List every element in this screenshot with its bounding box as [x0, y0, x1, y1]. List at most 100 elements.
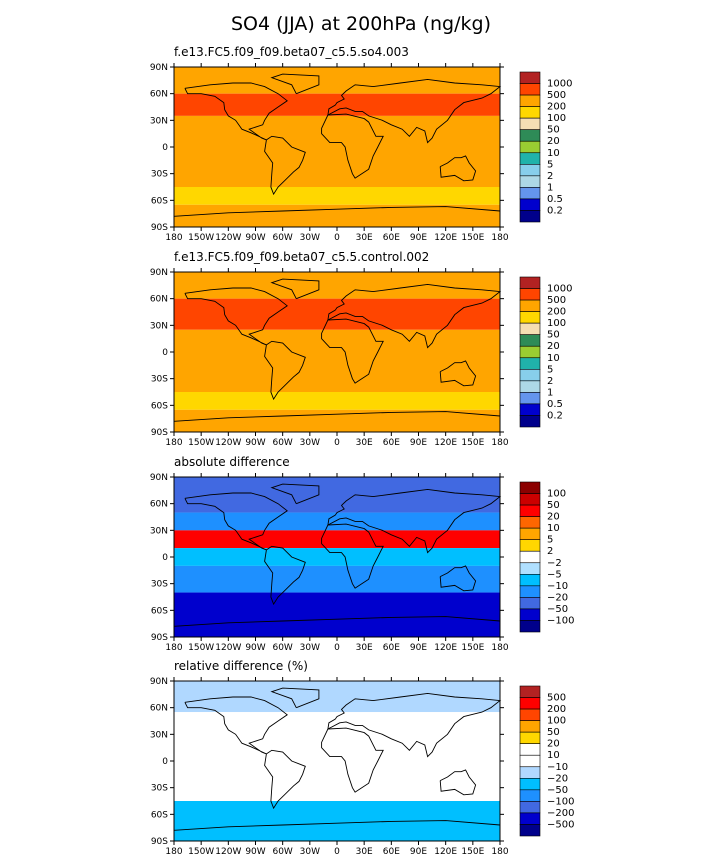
colorbar-label: 200	[547, 704, 566, 715]
lon-label: 60W	[272, 847, 292, 857]
panel-title: absolute difference	[174, 455, 290, 469]
field-band	[174, 548, 500, 566]
coastline	[327, 488, 502, 554]
coastline	[173, 206, 501, 217]
colorbar-box	[519, 539, 541, 552]
lat-label: 90S	[151, 223, 168, 233]
coastline	[173, 411, 501, 422]
colorbar-box	[519, 608, 541, 621]
colorbar-label: 0.2	[547, 410, 563, 421]
colorbar-label: 10	[547, 148, 560, 159]
colorbar-box	[519, 597, 541, 610]
lon-label: 0	[334, 438, 340, 448]
field-band	[174, 93, 500, 116]
coastline	[184, 287, 288, 346]
colorbar-box	[519, 345, 541, 359]
colorbar-label: 500	[547, 295, 566, 306]
coastline	[327, 283, 502, 349]
colorbar-label: 50	[547, 500, 560, 511]
colorbar-label: 10	[547, 353, 560, 364]
colorbar-label: −50	[547, 604, 568, 615]
colorbar-label: −200	[547, 808, 574, 819]
panel-title: f.e13.FC5.f09_f09.beta07_c5.5.so4.003	[174, 45, 409, 59]
lat-label: 90S	[151, 428, 168, 438]
lat-label: 60S	[151, 810, 168, 820]
lat-label: 90S	[151, 633, 168, 643]
lon-label: 150E	[461, 438, 484, 448]
lat-label: 90N	[150, 677, 168, 687]
field-band	[174, 204, 500, 227]
colorbar-label: 2	[547, 546, 553, 557]
coastline	[184, 82, 288, 141]
colorbar-box	[519, 504, 541, 517]
coastline	[264, 340, 306, 401]
colorbar-box	[519, 140, 541, 154]
colorbar-label: 100	[547, 318, 566, 329]
lat-label: 60N	[150, 704, 168, 714]
lon-label: 120W	[215, 847, 241, 857]
lon-label: 30W	[300, 847, 320, 857]
colorbar-box	[519, 276, 541, 289]
colorbar-label: −5	[547, 569, 562, 580]
field-band	[174, 67, 500, 94]
lat-label: 0	[162, 143, 168, 153]
colorbar-label: 20	[547, 739, 560, 750]
lat-label: 60N	[150, 500, 168, 510]
colorbar-box	[519, 129, 541, 142]
lat-label: 90N	[150, 473, 168, 483]
lat-label: 0	[162, 348, 168, 358]
lon-label: 30W	[300, 233, 320, 243]
coastline	[321, 727, 384, 793]
lon-label: 90W	[245, 438, 265, 448]
coastline	[270, 687, 320, 709]
field-band	[174, 115, 500, 187]
field-band	[174, 298, 500, 330]
colorbar-label: 20	[547, 136, 560, 147]
figure-title: SO4 (JJA) at 200hPa (ng/kg)	[231, 13, 491, 35]
colorbar-label: 1000	[547, 79, 572, 90]
coastline	[270, 483, 320, 505]
lon-label: 30W	[300, 643, 320, 653]
lat-label: 60S	[151, 401, 168, 411]
coastline	[439, 565, 477, 592]
colorbar-box	[519, 380, 541, 393]
coastline	[264, 135, 306, 196]
colorbar-box	[519, 152, 541, 165]
lon-label: 180	[165, 233, 182, 243]
lon-label: 180	[165, 438, 182, 448]
colorbar-label: −2	[547, 558, 562, 569]
panel-title: relative difference (%)	[174, 659, 308, 673]
lon-label: 90E	[410, 847, 427, 857]
colorbar-label: 200	[547, 307, 566, 318]
colorbar-box	[519, 175, 541, 188]
colorbar-label: 50	[547, 125, 560, 136]
lat-label: 60S	[151, 196, 168, 206]
colorbar-box	[519, 789, 541, 802]
lon-label: 90W	[245, 847, 265, 857]
lat-label: 30S	[151, 375, 168, 385]
colorbar-box	[519, 164, 541, 177]
colorbar-box	[519, 743, 541, 756]
lat-label: 30S	[151, 784, 168, 794]
lat-label: 0	[162, 553, 168, 563]
lon-label: 180	[491, 233, 508, 243]
colorbar-label: 20	[547, 341, 560, 352]
colorbar-label: −100	[547, 796, 574, 807]
lon-label: 90W	[245, 643, 265, 653]
colorbar-label: 100	[547, 716, 566, 727]
colorbar-box	[519, 198, 541, 211]
colorbar-box	[519, 778, 541, 791]
colorbar-label: 0.2	[547, 205, 563, 216]
colorbar-label: −20	[547, 773, 568, 784]
colorbar-box	[519, 415, 541, 428]
colorbar-label: 5	[547, 535, 553, 546]
field-band	[174, 477, 500, 513]
colorbar-label: 100	[547, 489, 566, 500]
lon-label: 30W	[300, 438, 320, 448]
coastline	[264, 545, 306, 606]
colorbar-box	[519, 83, 541, 96]
coastline	[327, 692, 502, 758]
